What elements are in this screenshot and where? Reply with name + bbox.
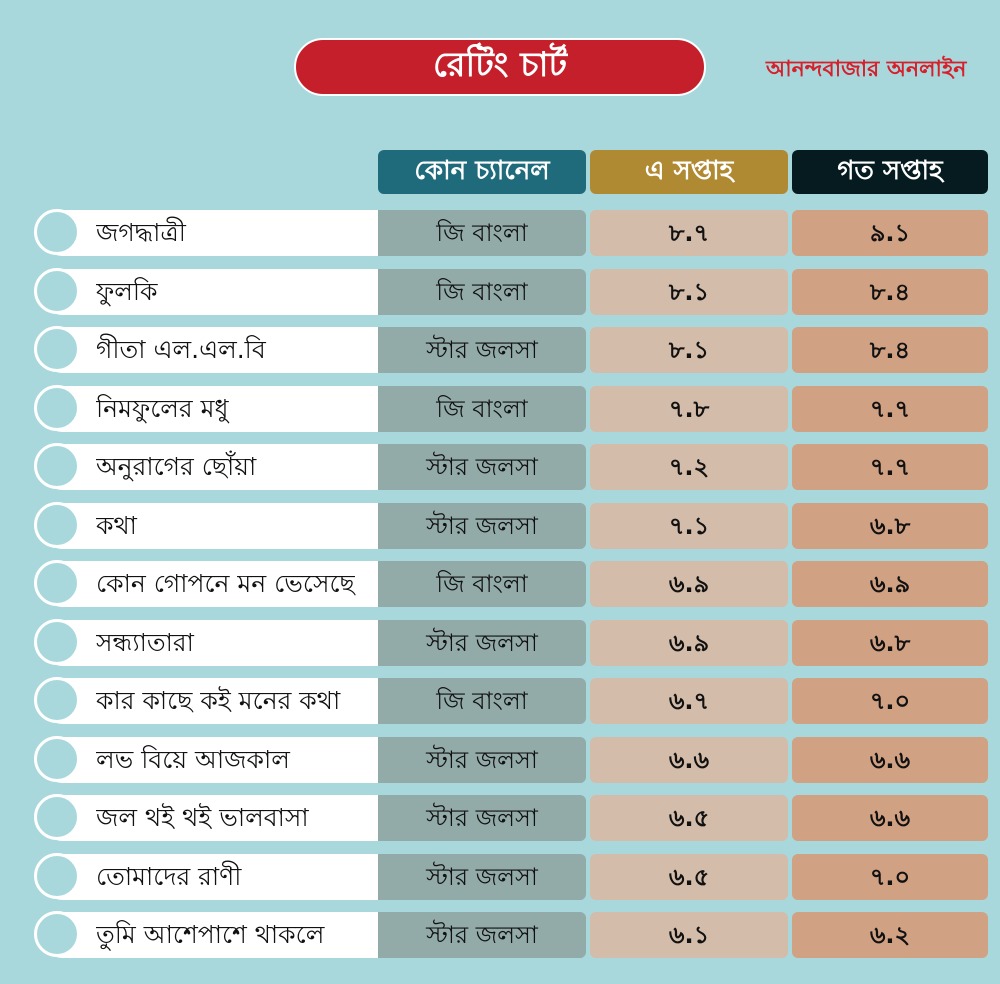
serial-name: তুমি আশেপাশে থাকলে xyxy=(96,920,325,949)
table-row: জল থই থই ভালবাসা স্টার জলসা ৬.৫ ৬.৬ xyxy=(0,794,1000,841)
last-week-rating-cell: ৬.৬ xyxy=(792,795,988,841)
this-week-rating-cell: ৮.১ xyxy=(590,269,788,315)
row-bullet-circle xyxy=(34,853,80,899)
this-week-rating-cell: ৭.১ xyxy=(590,503,788,549)
table-row: সন্ধ্যাতারা স্টার জলসা ৬.৯ ৬.৮ xyxy=(0,619,1000,666)
row-name-background xyxy=(40,327,378,373)
channel-cell: স্টার জলসা xyxy=(378,912,586,958)
row-name-background xyxy=(40,503,378,549)
serial-name: নিমফুলের মধু xyxy=(96,394,229,423)
row-bullet-circle xyxy=(34,385,80,431)
channel-cell: জি বাংলা xyxy=(378,386,586,432)
last-week-rating-cell: ৬.৮ xyxy=(792,503,988,549)
serial-name: কার কাছে কই মনের কথা xyxy=(96,686,341,715)
this-week-rating-cell: ৬.৫ xyxy=(590,854,788,900)
table-row: কথা স্টার জলসা ৭.১ ৬.৮ xyxy=(0,502,1000,549)
channel-cell: জি বাংলা xyxy=(378,678,586,724)
this-week-rating-cell: ৮.৭ xyxy=(590,210,788,256)
table-row: ফুলকি জি বাংলা ৮.১ ৮.৪ xyxy=(0,268,1000,315)
row-bullet-circle xyxy=(34,326,80,372)
last-week-rating-cell: ৬.৬ xyxy=(792,737,988,783)
row-bullet-circle xyxy=(34,560,80,606)
channel-cell: স্টার জলসা xyxy=(378,503,586,549)
row-name-background xyxy=(40,737,378,783)
table-row: লভ বিয়ে আজকাল স্টার জলসা ৬.৬ ৬.৬ xyxy=(0,736,1000,783)
last-week-rating-cell: ৭.০ xyxy=(792,678,988,724)
this-week-rating-cell: ৭.২ xyxy=(590,444,788,490)
serial-name: জল থই থই ভালবাসা xyxy=(96,803,309,832)
this-week-rating-cell: ৬.৯ xyxy=(590,620,788,666)
row-bullet-circle xyxy=(34,268,80,314)
last-week-rating-cell: ৭.৭ xyxy=(792,444,988,490)
last-week-rating-cell: ৬.২ xyxy=(792,912,988,958)
row-bullet-circle xyxy=(34,443,80,489)
channel-cell: স্টার জলসা xyxy=(378,327,586,373)
this-week-rating-cell: ৬.৬ xyxy=(590,737,788,783)
serial-name: ফুলকি xyxy=(96,277,158,306)
row-name-background xyxy=(40,386,378,432)
channel-cell: জি বাংলা xyxy=(378,561,586,607)
row-bullet-circle xyxy=(34,502,80,548)
row-name-background xyxy=(40,269,378,315)
channel-cell: স্টার জলসা xyxy=(378,444,586,490)
row-name-background xyxy=(40,854,378,900)
serial-name: লভ বিয়ে আজকাল xyxy=(96,745,290,774)
row-bullet-circle xyxy=(34,911,80,957)
this-week-rating-cell: ৬.১ xyxy=(590,912,788,958)
serial-name: সন্ধ্যাতারা xyxy=(96,628,194,657)
table-row: নিমফুলের মধু জি বাংলা ৭.৮ ৭.৭ xyxy=(0,385,1000,432)
last-week-rating-cell: ৭.৭ xyxy=(792,386,988,432)
row-bullet-circle xyxy=(34,677,80,723)
channel-cell: স্টার জলসা xyxy=(378,620,586,666)
row-name-background xyxy=(40,912,378,958)
last-week-rating-cell: ৮.৪ xyxy=(792,327,988,373)
brand-logo-text: আনন্দবাজার অনলাইন xyxy=(766,56,967,82)
channel-cell: জি বাংলা xyxy=(378,269,586,315)
row-bullet-circle xyxy=(34,794,80,840)
last-week-rating-cell: ৮.৪ xyxy=(792,269,988,315)
this-week-rating-cell: ৬.৫ xyxy=(590,795,788,841)
last-week-rating-cell: ৯.১ xyxy=(792,210,988,256)
last-week-rating-cell: ৭.০ xyxy=(792,854,988,900)
this-week-rating-cell: ৬.৭ xyxy=(590,678,788,724)
table-row: কার কাছে কই মনের কথা জি বাংলা ৬.৭ ৭.০ xyxy=(0,677,1000,724)
row-name-background xyxy=(40,678,378,724)
channel-cell: স্টার জলসা xyxy=(378,737,586,783)
serial-name: অনুরাগের ছোঁয়া xyxy=(96,452,257,481)
this-week-rating-cell: ৮.১ xyxy=(590,327,788,373)
row-name-background xyxy=(40,795,378,841)
row-name-background xyxy=(40,620,378,666)
serial-name: গীতা এল.এল.বি xyxy=(96,335,266,364)
table-row: তোমাদের রাণী স্টার জলসা ৬.৫ ৭.০ xyxy=(0,853,1000,900)
column-header-last-week: গত সপ্তাহ xyxy=(792,150,988,194)
row-name-background xyxy=(40,444,378,490)
channel-cell: স্টার জলসা xyxy=(378,795,586,841)
table-row: তুমি আশেপাশে থাকলে স্টার জলসা ৬.১ ৬.২ xyxy=(0,911,1000,958)
serial-name: জগদ্ধাত্রী xyxy=(96,218,186,247)
serial-name: তোমাদের রাণী xyxy=(96,862,242,891)
row-name-background xyxy=(40,561,378,607)
table-row: কোন গোপনে মন ভেসেছে জি বাংলা ৬.৯ ৬.৯ xyxy=(0,560,1000,607)
table-row: অনুরাগের ছোঁয়া স্টার জলসা ৭.২ ৭.৭ xyxy=(0,443,1000,490)
last-week-rating-cell: ৬.৯ xyxy=(792,561,988,607)
row-bullet-circle xyxy=(34,209,80,255)
serial-name: কথা xyxy=(96,511,137,540)
row-bullet-circle xyxy=(34,736,80,782)
last-week-rating-cell: ৬.৮ xyxy=(792,620,988,666)
row-name-background xyxy=(40,210,378,256)
channel-cell: স্টার জলসা xyxy=(378,854,586,900)
serial-name: কোন গোপনে মন ভেসেছে xyxy=(96,569,355,598)
column-header-this-week: এ সপ্তাহ xyxy=(590,150,788,194)
this-week-rating-cell: ৭.৮ xyxy=(590,386,788,432)
table-row: জগদ্ধাত্রী জি বাংলা ৮.৭ ৯.১ xyxy=(0,209,1000,256)
row-bullet-circle xyxy=(34,619,80,665)
chart-title: রেটিং চার্ট xyxy=(294,38,706,96)
table-row: গীতা এল.এল.বি স্টার জলসা ৮.১ ৮.৪ xyxy=(0,326,1000,373)
column-header-channel: কোন চ্যানেল xyxy=(378,150,586,194)
channel-cell: জি বাংলা xyxy=(378,210,586,256)
this-week-rating-cell: ৬.৯ xyxy=(590,561,788,607)
